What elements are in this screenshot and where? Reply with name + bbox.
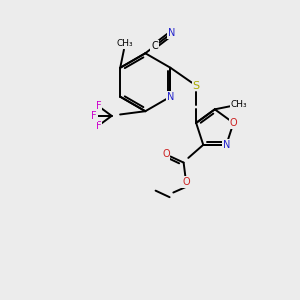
Text: CH₃: CH₃ xyxy=(117,39,133,48)
Text: F: F xyxy=(96,100,101,111)
Text: C: C xyxy=(151,41,158,51)
Text: S: S xyxy=(193,80,200,91)
Text: F: F xyxy=(96,121,101,131)
Text: N: N xyxy=(167,92,174,102)
Text: CH₃: CH₃ xyxy=(230,100,247,109)
Text: O: O xyxy=(182,177,190,187)
Text: F: F xyxy=(91,111,97,121)
Text: N: N xyxy=(223,140,230,150)
Text: O: O xyxy=(162,149,170,159)
Text: O: O xyxy=(230,118,237,128)
Text: N: N xyxy=(168,28,175,38)
